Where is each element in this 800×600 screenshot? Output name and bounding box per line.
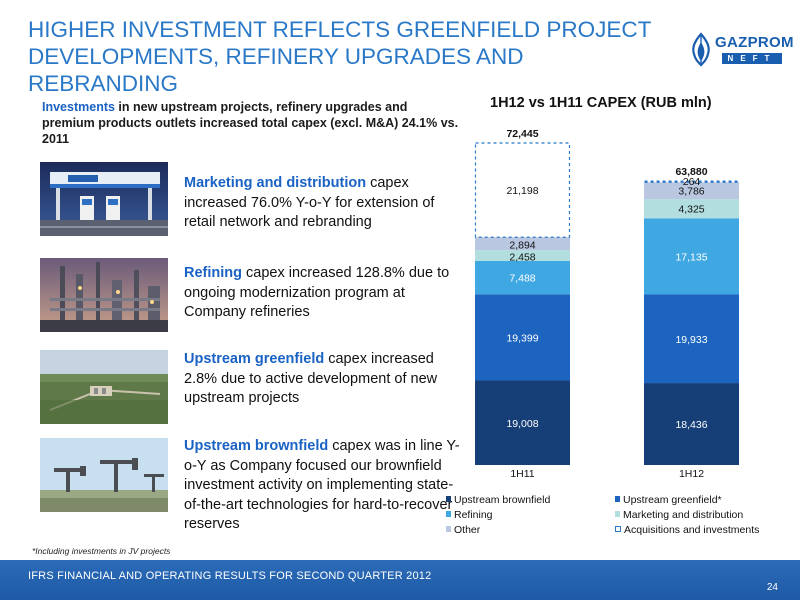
footer-bar: IFRS FINANCIAL AND OPERATING RESULTS FOR… <box>0 560 800 600</box>
intro-body: in new upstream projects, refinery upgra… <box>42 100 459 146</box>
bar-segment-refining-1h12 <box>644 218 739 295</box>
legend-label-other: Other <box>454 524 481 536</box>
marketing-body: capex increased 76.0% Y-o-Y for extensio… <box>184 175 435 230</box>
greenfield-body: capex increased 2.8% due to active devel… <box>184 351 438 406</box>
footer-text: IFRS FINANCIAL AND OPERATING RESULTS FOR… <box>28 570 432 582</box>
legend-swatch-greenfield <box>615 496 620 503</box>
value-label-other-1h12: 3,786 <box>678 186 704 198</box>
legend-item-acquisitions: Acquisitions and investments <box>615 524 759 536</box>
chart-title: 1H12 vs 1H11 CAPEX (RUB mln) <box>490 95 712 111</box>
refining-text: Refining capex increased 128.8% due to o… <box>184 264 469 323</box>
value-label-refining-1h11: 7,488 <box>509 273 535 285</box>
value-label-other-1h11: 2,894 <box>509 240 535 252</box>
bar-segment-acquisitions-1h12 <box>643 180 740 183</box>
bar-segment-acquisitions-1h11 <box>474 142 571 238</box>
logo-text: GAZPROM <box>715 34 794 51</box>
brownfield-text: Upstream brownfield capex was in line Y-… <box>184 437 469 535</box>
brownfield-highlight: Upstream brownfield <box>184 438 329 454</box>
legend-item-marketing: Marketing and distribution <box>615 509 743 521</box>
intro-text: Investments in new upstream projects, re… <box>42 99 462 147</box>
legend-swatch-other <box>446 526 451 533</box>
gazprom-neft-logo: GAZPROM NEFT <box>688 32 793 70</box>
value-label-greenfield-1h12: 19,933 <box>675 334 707 346</box>
value-label-brownfield-1h11: 19,008 <box>506 418 538 430</box>
greenfield-text: Upstream greenfield capex increased 2.8%… <box>184 350 469 409</box>
legend-swatch-refining <box>446 511 451 518</box>
page-number: 24 <box>766 582 778 593</box>
greenfield-highlight: Upstream greenfield <box>184 351 325 367</box>
bar-segment-other-1h11 <box>475 237 570 251</box>
total-label-1h11: 72,445 <box>506 128 538 140</box>
value-label-acquisitions-1h11: 21,198 <box>506 185 538 197</box>
refinery-photo <box>40 258 168 332</box>
value-label-marketing-1h11: 2,458 <box>509 252 535 264</box>
legend-swatch-marketing <box>615 511 620 518</box>
legend-label-acquisitions: Acquisitions and investments <box>624 524 760 536</box>
value-label-marketing-1h12: 4,325 <box>678 204 704 216</box>
refining-body: capex increased 128.8% due to ongoing mo… <box>184 265 450 320</box>
bar-segment-other-1h12 <box>644 182 739 200</box>
category-label-1h11: 1H11 <box>510 468 534 480</box>
bar-segment-greenfield-1h12 <box>644 294 739 384</box>
category-label-1h12: 1H12 <box>679 468 704 480</box>
title-line-1: HIGHER INVESTMENT REFLECTS GREENFIELD PR… <box>28 17 652 42</box>
value-label-greenfield-1h11: 19,399 <box>506 332 538 344</box>
gas-station-photo <box>40 162 168 236</box>
legend-swatch-acquisitions <box>615 526 621 533</box>
refining-highlight: Refining <box>184 265 242 281</box>
legend-label-refining: Refining <box>454 509 493 521</box>
legend-label-brownfield: Upstream brownfield <box>454 494 551 506</box>
legend-label-greenfield: Upstream greenfield* <box>623 494 722 506</box>
bar-segment-brownfield-1h12 <box>644 383 739 465</box>
page-title: HIGHER INVESTMENT REFLECTS GREENFIELD PR… <box>28 16 678 97</box>
upstream-landscape-photo <box>40 350 168 424</box>
pumpjack-photo <box>40 438 168 512</box>
footnote: *Including investments in JV projects <box>32 546 171 556</box>
marketing-highlight: Marketing and distribution <box>184 175 367 191</box>
legend-label-marketing: Marketing and distribution <box>623 509 744 521</box>
legend-item-brownfield: Upstream brownfield <box>446 494 550 506</box>
logo-subtext: NEFT <box>722 53 782 64</box>
bar-segment-brownfield-1h11 <box>475 380 570 465</box>
marketing-text: Marketing and distribution capex increas… <box>184 174 469 233</box>
legend-item-greenfield: Upstream greenfield* <box>615 494 722 506</box>
value-label-acquisitions-1h12: 264 <box>683 176 701 188</box>
bar-segment-marketing-1h11 <box>475 250 570 262</box>
legend-item-other: Other <box>446 524 480 536</box>
flame-icon <box>692 32 710 67</box>
bar-segment-greenfield-1h11 <box>475 294 570 381</box>
value-label-refining-1h12: 17,135 <box>675 251 707 263</box>
bar-segment-refining-1h11 <box>475 261 570 295</box>
bar-segment-marketing-1h12 <box>644 199 739 219</box>
title-line-2: DEVELOPMENTS, REFINERY UPGRADES AND REBR… <box>28 44 524 96</box>
legend-swatch-brownfield <box>446 496 451 503</box>
intro-highlight: Investments <box>42 100 115 114</box>
legend-item-refining: Refining <box>446 509 493 521</box>
total-label-1h12: 63,880 <box>675 166 707 178</box>
brownfield-body: capex was in line Y-o-Y as Company focus… <box>184 438 460 532</box>
value-label-brownfield-1h12: 18,436 <box>675 419 707 431</box>
